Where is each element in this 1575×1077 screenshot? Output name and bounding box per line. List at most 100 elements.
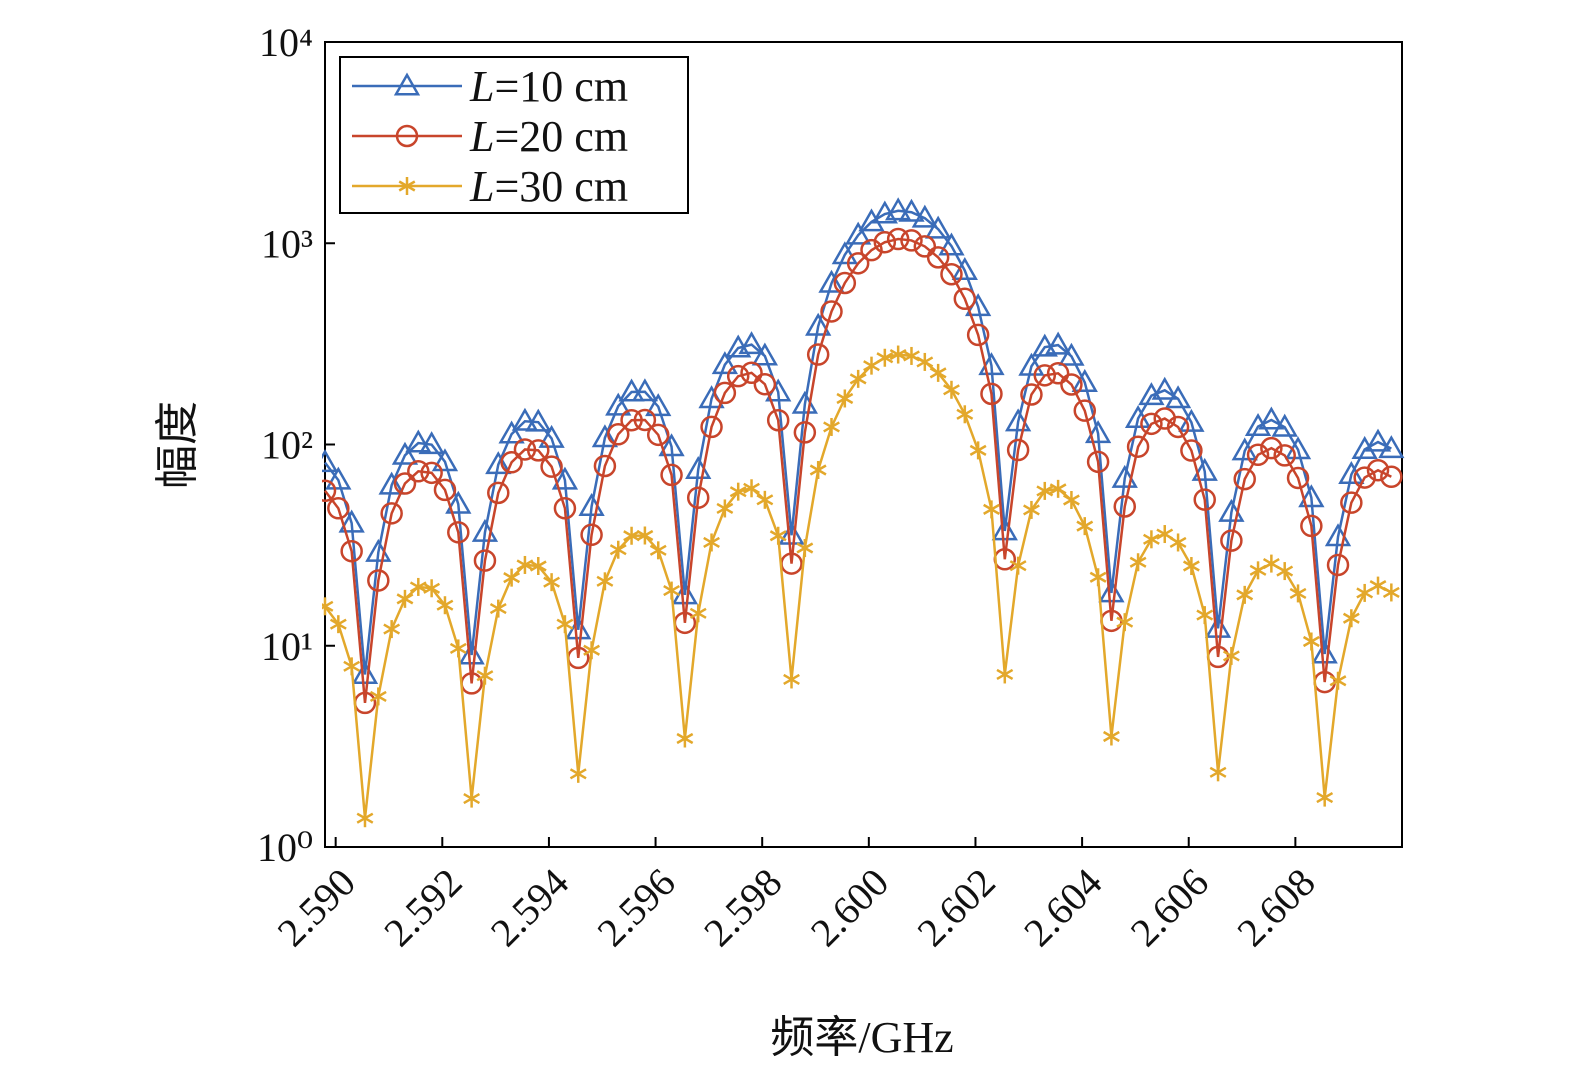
marker bbox=[580, 523, 603, 547]
marker bbox=[863, 356, 880, 375]
marker-stroke bbox=[556, 618, 574, 630]
marker-stroke bbox=[663, 584, 680, 597]
marker bbox=[711, 351, 739, 375]
marker bbox=[609, 540, 627, 559]
marker-stroke bbox=[529, 560, 547, 572]
marker bbox=[1233, 467, 1256, 491]
marker bbox=[738, 331, 765, 355]
marker-stroke bbox=[1129, 556, 1147, 568]
marker bbox=[1369, 576, 1387, 595]
marker bbox=[649, 541, 667, 560]
marker-stroke bbox=[1049, 483, 1067, 495]
marker bbox=[409, 577, 427, 596]
marker bbox=[322, 479, 337, 503]
legend-label: L=30 cm bbox=[469, 162, 628, 211]
marker bbox=[1356, 583, 1374, 602]
marker bbox=[1142, 530, 1160, 549]
marker bbox=[511, 407, 539, 431]
marker-stroke bbox=[1156, 528, 1174, 540]
marker bbox=[433, 478, 457, 502]
marker bbox=[551, 466, 579, 490]
marker-stroke bbox=[703, 536, 720, 549]
marker bbox=[380, 502, 403, 525]
marker bbox=[1193, 488, 1216, 511]
marker bbox=[1151, 376, 1178, 400]
marker-stroke bbox=[1316, 792, 1334, 804]
marker bbox=[686, 486, 710, 509]
marker bbox=[938, 232, 965, 256]
marker bbox=[1033, 364, 1057, 387]
marker bbox=[980, 382, 1003, 406]
marker bbox=[1246, 443, 1270, 467]
marker bbox=[351, 660, 379, 684]
y-tick-label: 10¹ bbox=[261, 624, 313, 669]
marker bbox=[860, 238, 883, 262]
marker-stroke bbox=[1289, 587, 1307, 599]
marker bbox=[405, 429, 432, 453]
marker bbox=[369, 687, 387, 706]
marker bbox=[703, 533, 720, 552]
marker bbox=[858, 208, 885, 232]
marker bbox=[596, 572, 614, 591]
series-line bbox=[324, 209, 1392, 675]
marker bbox=[1156, 525, 1174, 544]
marker bbox=[991, 517, 1018, 541]
marker bbox=[1364, 428, 1392, 452]
marker-stroke bbox=[609, 544, 627, 556]
marker bbox=[1063, 490, 1080, 509]
marker bbox=[956, 405, 974, 424]
marker bbox=[660, 463, 683, 487]
marker-stroke bbox=[1142, 533, 1160, 545]
x-tick-label: 2.608 bbox=[1228, 860, 1323, 955]
marker-stroke bbox=[1036, 485, 1054, 497]
marker bbox=[903, 346, 920, 365]
marker-stroke bbox=[489, 602, 507, 615]
legend-label: L=10 cm bbox=[469, 62, 628, 111]
marker-stroke bbox=[1276, 565, 1294, 577]
marker bbox=[340, 539, 363, 563]
marker bbox=[996, 665, 1014, 684]
marker bbox=[1191, 457, 1218, 481]
marker bbox=[1023, 500, 1040, 519]
marker-stroke bbox=[863, 360, 880, 372]
marker-stroke bbox=[676, 732, 694, 745]
marker bbox=[809, 460, 827, 479]
marker bbox=[458, 641, 485, 665]
marker bbox=[1049, 479, 1067, 498]
marker bbox=[836, 389, 854, 408]
marker bbox=[726, 364, 750, 388]
marker-stroke bbox=[476, 670, 494, 682]
marker bbox=[756, 490, 774, 509]
x-tick-label: 2.598 bbox=[695, 860, 790, 955]
marker bbox=[740, 361, 763, 385]
marker bbox=[593, 454, 617, 478]
marker bbox=[553, 497, 577, 520]
marker-stroke bbox=[849, 373, 867, 385]
marker bbox=[898, 198, 925, 222]
marker-stroke bbox=[969, 444, 987, 456]
marker-stroke bbox=[596, 575, 614, 587]
marker-stroke bbox=[1076, 520, 1094, 532]
marker bbox=[500, 451, 523, 474]
marker bbox=[876, 348, 894, 367]
marker bbox=[943, 380, 960, 399]
marker-stroke bbox=[769, 530, 787, 542]
marker-stroke bbox=[1103, 730, 1120, 743]
marker bbox=[529, 557, 547, 576]
marker bbox=[391, 441, 419, 465]
marker bbox=[1298, 484, 1325, 508]
marker bbox=[885, 197, 912, 221]
marker-stroke bbox=[449, 642, 467, 654]
marker bbox=[1340, 491, 1363, 514]
marker bbox=[393, 472, 417, 495]
marker bbox=[1353, 466, 1376, 489]
marker bbox=[953, 287, 977, 311]
marker bbox=[1182, 557, 1200, 576]
marker-stroke bbox=[1196, 609, 1214, 621]
marker-stroke bbox=[689, 607, 707, 619]
marker-stroke bbox=[823, 421, 840, 433]
marker bbox=[487, 481, 510, 505]
marker-stroke bbox=[996, 668, 1014, 681]
marker bbox=[1044, 331, 1072, 355]
marker bbox=[1006, 438, 1030, 462]
